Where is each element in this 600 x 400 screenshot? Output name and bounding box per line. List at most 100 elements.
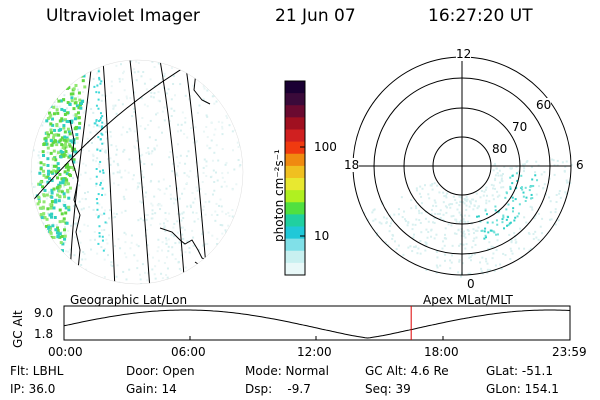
polar-pixel <box>485 186 488 189</box>
geo-pixel <box>123 252 126 255</box>
geo-pixel <box>176 174 179 177</box>
polar-pixel <box>366 218 369 221</box>
polar-pixel <box>414 245 417 248</box>
polar-pixel <box>389 225 392 228</box>
polar-pixel <box>469 255 472 258</box>
geo-pixel <box>61 188 64 191</box>
geo-pixel <box>231 215 234 218</box>
geo-pixel <box>156 204 159 207</box>
polar-pixel <box>397 208 400 211</box>
polar-pixel <box>411 228 414 231</box>
polar-pixel <box>500 174 503 177</box>
geo-pixel <box>202 208 205 211</box>
geo-pixel <box>206 144 209 147</box>
geo-pixel <box>135 60 138 63</box>
polar-pixel <box>372 219 375 222</box>
polar-pixel <box>473 204 476 207</box>
geo-aurora-pixel <box>42 194 46 198</box>
polar-pixel <box>543 183 546 186</box>
geo-aurora-pixel <box>50 143 54 147</box>
geo-aurora-pixel <box>97 215 100 218</box>
polar-pixel <box>480 190 483 193</box>
geo-aurora-pixel <box>42 212 46 216</box>
polar-pixel <box>468 205 471 208</box>
polar-pixel <box>507 224 510 227</box>
geo-pixel <box>89 239 92 242</box>
polar-pixel <box>474 243 477 246</box>
polar-pixel <box>535 160 538 163</box>
geo-pixel <box>88 124 91 127</box>
geo-aurora-pixel <box>54 170 58 174</box>
polar-pixel <box>521 188 524 191</box>
polar-pixel <box>458 260 461 263</box>
geo-aurora-pixel <box>95 104 98 107</box>
geo-pixel <box>189 204 192 207</box>
geo-pixel <box>176 187 179 190</box>
geo-aurora-pixel <box>60 107 64 111</box>
geo-pixel <box>133 71 136 74</box>
geo-aurora-pixel <box>101 125 104 128</box>
polar-pixel <box>416 252 419 255</box>
geo-pixel <box>203 243 206 246</box>
geo-pixel <box>184 266 187 269</box>
polar-pixel <box>505 218 508 221</box>
polar-pixel <box>492 169 495 172</box>
polar-pixel <box>491 257 494 260</box>
polar-pixel <box>558 189 561 192</box>
geo-pixel <box>33 185 36 188</box>
polar-pixel <box>458 221 461 224</box>
polar-pixel <box>472 208 475 211</box>
geo-pixel <box>182 211 185 214</box>
polar-pixel <box>534 174 537 177</box>
polar-pixel <box>477 205 480 208</box>
polar-pixel <box>444 194 447 197</box>
geo-aurora-pixel <box>36 202 40 206</box>
geo-aurora-pixel <box>52 235 56 239</box>
polar-pixel <box>467 220 470 223</box>
geo-aurora-pixel <box>63 112 67 116</box>
geo-pixel <box>147 150 150 153</box>
geo-pixel <box>151 212 154 215</box>
altitude-curve <box>63 309 571 339</box>
geo-aurora-pixel <box>65 180 69 184</box>
geo-pixel <box>133 111 136 114</box>
polar-pixel <box>457 271 460 274</box>
geo-pixel <box>157 238 160 241</box>
geo-pixel <box>171 246 174 249</box>
geo-pixel <box>167 245 170 248</box>
geo-aurora-pixel <box>54 228 58 232</box>
polar-pixel <box>463 197 466 200</box>
colorbar-tick-100: 100 <box>314 140 337 154</box>
geo-aurora-pixel <box>66 101 70 105</box>
geo-pixel <box>169 185 172 188</box>
polar-pixel <box>430 213 433 216</box>
polar-pixel <box>438 212 441 215</box>
geo-pixel <box>194 197 197 200</box>
geo-aurora-pixel <box>67 208 71 212</box>
polar-pixel <box>433 221 436 224</box>
geo-aurora-pixel <box>79 101 83 105</box>
polar-pixel <box>444 227 447 230</box>
geo-pixel <box>90 248 93 251</box>
geo-pixel <box>206 115 209 118</box>
polar-pixel <box>374 218 377 221</box>
geo-pixel <box>160 272 163 275</box>
polar-pixel <box>401 216 404 219</box>
polar-pixel <box>508 233 511 236</box>
geo-pixel <box>113 212 116 215</box>
time-label: 16:27:20 UT <box>428 6 533 26</box>
geo-aurora-pixel <box>97 70 100 73</box>
geo-aurora-pixel <box>68 154 72 158</box>
geo-aurora-pixel <box>59 149 63 153</box>
geo-pixel <box>201 181 204 184</box>
polar-pixel <box>501 221 504 224</box>
polar-pixel <box>511 210 514 213</box>
geo-aurora-pixel <box>76 111 80 115</box>
polar-pixel <box>499 174 502 177</box>
polar-pixel <box>391 237 394 240</box>
polar-pixel <box>468 253 471 256</box>
geo-pixel <box>214 128 217 131</box>
polar-pixel <box>511 174 514 177</box>
geo-pixel <box>126 97 129 100</box>
